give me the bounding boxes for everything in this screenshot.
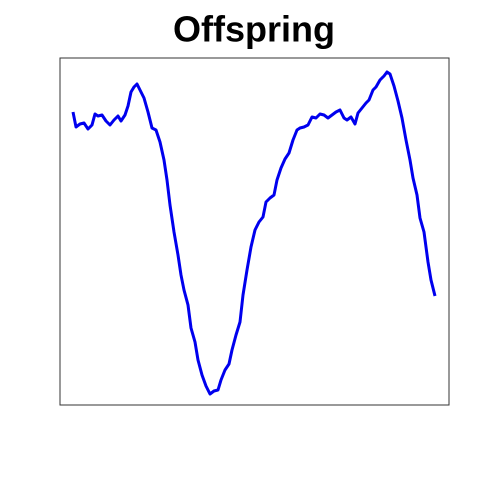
chart-title: Offspring [173,9,335,50]
data-line [71,70,437,396]
plot-frame [59,57,450,406]
